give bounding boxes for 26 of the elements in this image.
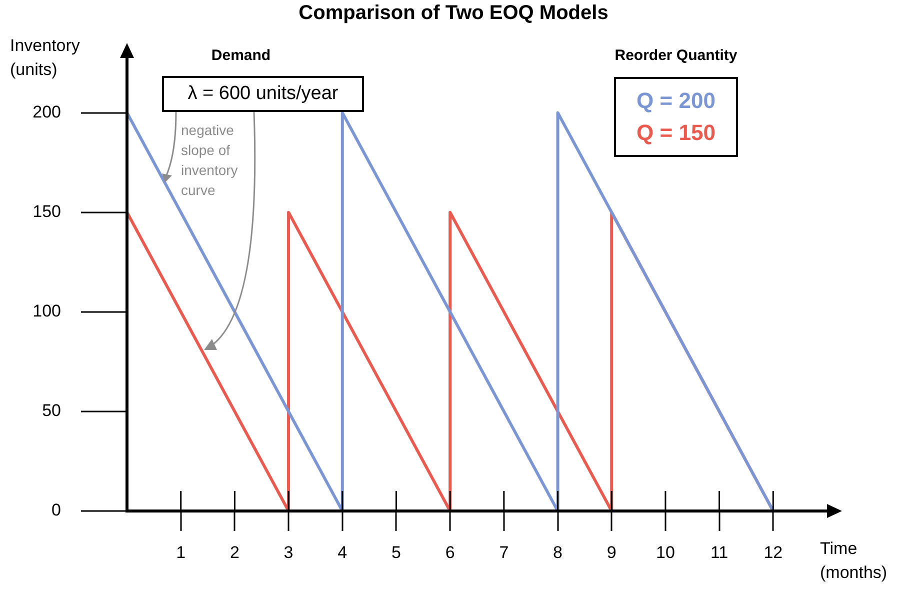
annotation: λ = 600 units/year: [162, 76, 364, 112]
x-tick-label: 10: [656, 542, 675, 562]
y-tick-label: 100: [32, 302, 61, 321]
x-tick-label: 4: [338, 542, 348, 562]
y-tick-label: 200: [32, 102, 61, 122]
y-tick-label: 0: [52, 500, 61, 520]
annotation: Demand: [210, 47, 272, 64]
y-tick-label: 150: [32, 202, 61, 222]
y-axis-title: Inventory (units): [10, 35, 81, 81]
text: Q = 150: [636, 119, 716, 147]
y-tick-label: 50: [42, 401, 61, 420]
x-tick-label: 1: [176, 542, 186, 562]
x-tick-label: 12: [764, 542, 783, 562]
x-tick-label: 9: [606, 542, 616, 562]
text: Q = 200: [636, 87, 716, 115]
x-tick-label: 3: [284, 542, 294, 562]
x-tick-label: 8: [553, 542, 563, 562]
x-tick-label: 6: [445, 542, 455, 562]
x-tick-label: 7: [499, 542, 509, 562]
x-tick-label: 5: [391, 542, 401, 562]
x-tick-label: 11: [710, 542, 728, 562]
legend-title: Reorder Quantity: [614, 47, 738, 64]
annotation: negative slope of inventory curve: [181, 120, 257, 200]
x-tick-label: 2: [230, 542, 240, 562]
chart-title: Comparison of Two EOQ Models: [298, 2, 610, 25]
x-axis-title: Time (months): [820, 538, 888, 584]
